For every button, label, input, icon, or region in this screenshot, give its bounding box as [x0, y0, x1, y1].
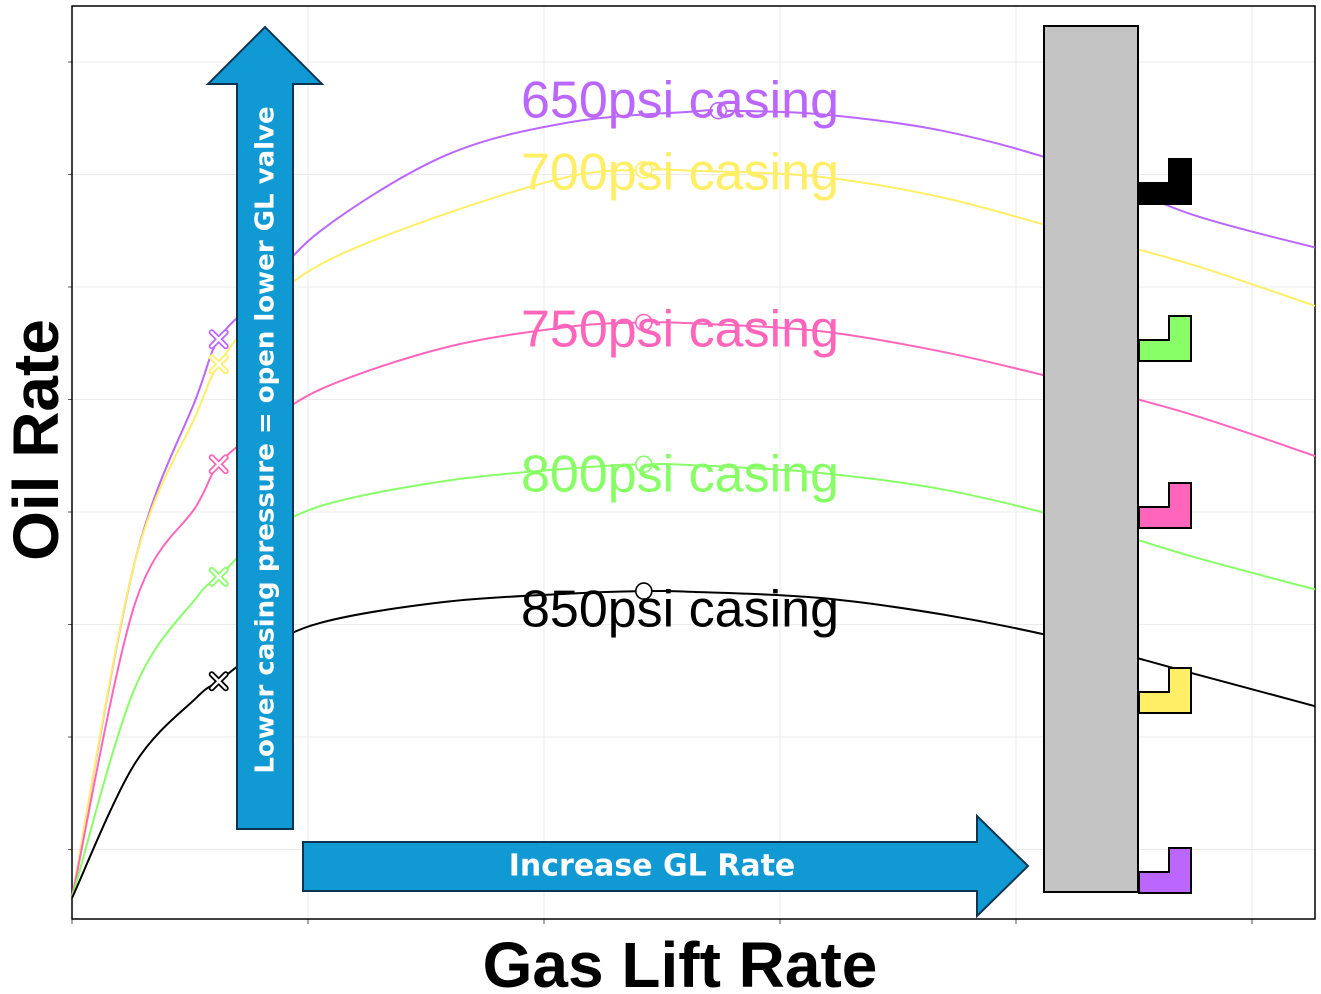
valve-open-marker	[208, 329, 229, 350]
gas-lift-valve	[1138, 847, 1192, 894]
plot-frame	[71, 5, 1316, 920]
gas-lift-valve	[1138, 482, 1192, 529]
series-label: 850psi casing	[521, 581, 839, 639]
y-axis-title: Oil Rate	[0, 319, 72, 561]
x-axis-title: Gas Lift Rate	[483, 929, 878, 994]
valve-open-marker	[208, 454, 229, 475]
valve-open-marker	[208, 354, 229, 375]
gas-lift-valve	[1138, 667, 1192, 714]
up-arrow-shape	[205, 25, 325, 830]
casing-pressure-arrow: Lower casing pressure = open lower GL va…	[205, 25, 325, 830]
gas-lift-valve	[1138, 158, 1192, 205]
valve-open-marker	[208, 566, 229, 587]
series-label: 650psi casing	[521, 72, 839, 130]
optimum-marker	[709, 101, 728, 120]
valve-open-marker	[208, 671, 229, 692]
label-layer: 650psi casing 700psi casing 750psi casing 8…	[521, 72, 839, 639]
tubing-string	[1043, 25, 1139, 893]
gas-lift-valve	[1138, 315, 1192, 362]
right-arrow-shape	[302, 813, 1030, 919]
valve-layer	[1138, 158, 1192, 894]
optimum-marker	[634, 455, 653, 474]
optimum-marker	[634, 161, 653, 179]
gl-rate-arrow: Increase GL Rate	[302, 813, 1030, 919]
optimum-marker	[634, 313, 653, 332]
series-label: 700psi casing	[521, 144, 839, 202]
series-line	[71, 109, 1316, 899]
optimum-marker	[634, 582, 653, 600]
series-label: 750psi casing	[521, 301, 839, 359]
up-arrow-label: Lower casing pressure = open lower GL va…	[251, 106, 281, 773]
wellbore-diagram	[1043, 25, 1192, 894]
series-label: 800psi casing	[521, 446, 839, 504]
right-arrow-label: Increase GL Rate	[509, 849, 796, 884]
series-1	[71, 101, 1316, 899]
